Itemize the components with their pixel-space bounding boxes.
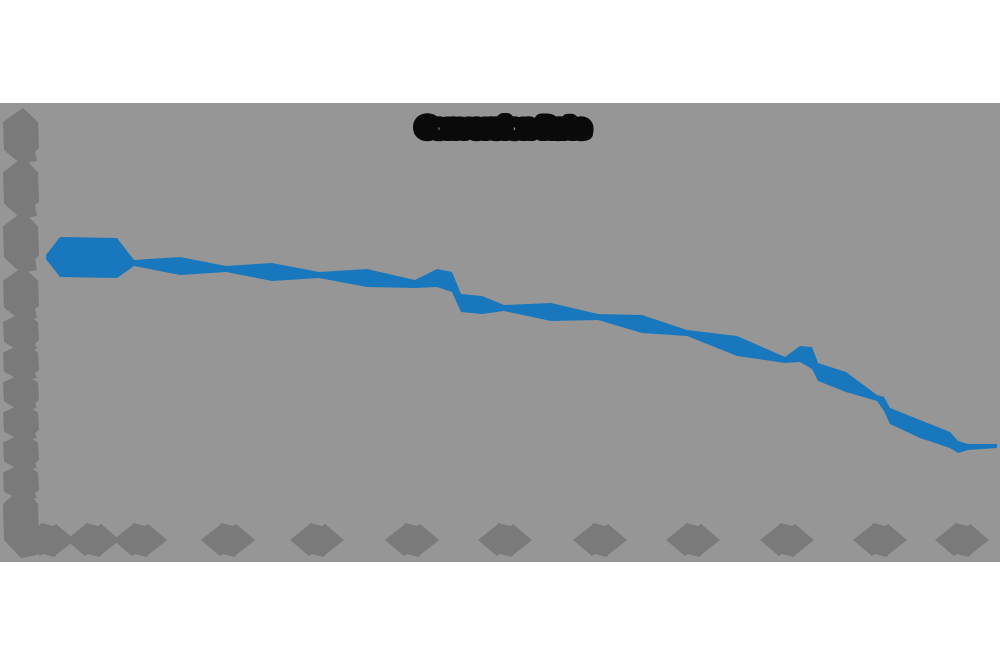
x-tick-label-blob (290, 523, 344, 557)
x-tick-label-blob (573, 523, 627, 557)
chart-title: Conversion Rate (419, 117, 587, 139)
y-tick-label-blob (3, 157, 39, 219)
plot-background (0, 103, 1000, 562)
y-tick-label-blob (3, 403, 39, 441)
x-tick-label-blob (385, 523, 439, 557)
y-tick-label-blob (3, 211, 39, 273)
x-tick-label-blob (760, 523, 814, 557)
y-tick-label-blob (3, 433, 39, 471)
x-tick-label-blob (853, 523, 907, 557)
x-tick-label-blob (478, 523, 532, 557)
x-axis-tick-labels-redacted (21, 523, 989, 557)
y-axis-tick-labels-redacted (3, 108, 39, 558)
y-tick-label-blob (3, 267, 39, 321)
x-tick-label-blob (21, 523, 75, 557)
x-tick-label-blob (666, 523, 720, 557)
x-tick-label-blob (201, 523, 255, 557)
y-tick-label-blob (3, 312, 39, 352)
x-tick-label-blob (935, 523, 989, 557)
y-tick-label-blob (3, 463, 39, 501)
x-tick-label-blob (113, 523, 167, 557)
y-tick-label-blob (3, 373, 39, 411)
x-tick-label-blob (66, 523, 120, 557)
y-tick-label-blob (3, 108, 39, 164)
y-tick-label-blob (3, 343, 39, 381)
